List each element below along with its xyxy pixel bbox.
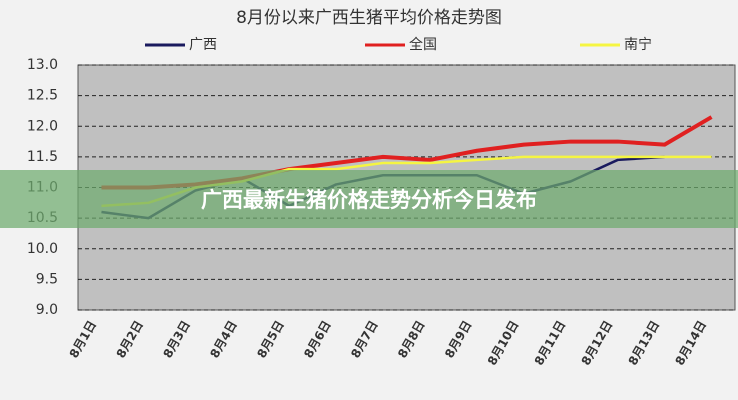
x-tick-label: 8月6日	[301, 318, 333, 360]
legend-label: 全国	[409, 36, 437, 53]
y-tick-label: 9.5	[36, 271, 58, 287]
y-tick-label: 10.0	[27, 241, 58, 257]
x-tick-label: 8月1日	[67, 318, 99, 360]
x-tick-label: 8月5日	[254, 318, 286, 360]
y-tick-label: 13.0	[27, 57, 58, 73]
x-tick-label: 8月14日	[673, 318, 710, 367]
y-tick-label: 12.0	[27, 118, 58, 134]
x-tick-label: 8月4日	[207, 318, 239, 360]
x-tick-label: 8月7日	[348, 318, 380, 360]
banner: 广西最新生猪价格走势分析今日发布	[0, 170, 738, 228]
x-tick-label: 8月12日	[579, 318, 616, 367]
x-tick-label: 8月3日	[160, 318, 192, 360]
x-tick-label: 8月8日	[395, 318, 427, 360]
y-tick-label: 9.0	[36, 302, 58, 318]
legend-label: 广西	[189, 37, 217, 53]
x-tick-label: 8月2日	[114, 318, 146, 360]
x-tick-label: 8月13日	[626, 318, 663, 367]
x-tick-label: 8月10日	[485, 318, 522, 367]
x-tick-label: 8月11日	[532, 318, 569, 367]
y-tick-label: 12.5	[27, 88, 58, 104]
legend-label: 南宁	[624, 36, 652, 53]
y-tick-label: 11.5	[27, 149, 58, 165]
x-tick-label: 8月9日	[442, 318, 474, 360]
chart-title: 8月份以来广西生猪平均价格走势图	[236, 8, 502, 28]
